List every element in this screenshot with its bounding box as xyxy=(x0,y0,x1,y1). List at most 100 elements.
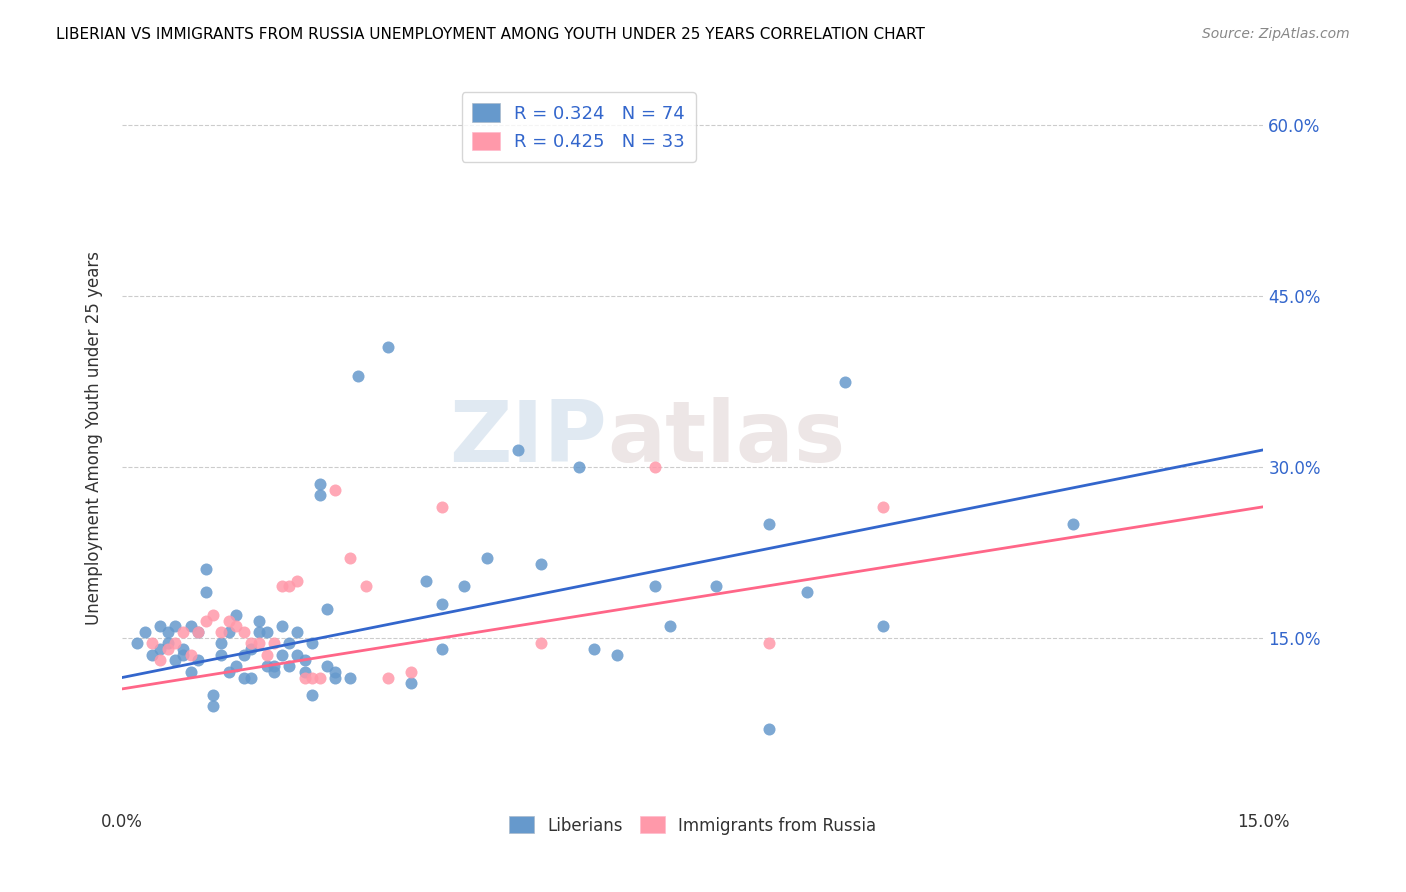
Point xyxy=(453,579,475,593)
Point xyxy=(294,671,316,685)
Point xyxy=(834,375,856,389)
Point xyxy=(758,636,780,650)
Point xyxy=(270,619,292,633)
Point xyxy=(477,551,499,566)
Point xyxy=(165,636,187,650)
Point xyxy=(232,625,254,640)
Point xyxy=(606,648,628,662)
Point xyxy=(430,500,453,514)
Point xyxy=(263,636,285,650)
Point xyxy=(430,642,453,657)
Point xyxy=(165,619,187,633)
Point xyxy=(172,642,194,657)
Point xyxy=(506,442,529,457)
Point xyxy=(323,671,346,685)
Point xyxy=(209,636,232,650)
Point xyxy=(202,688,225,702)
Point xyxy=(202,698,225,713)
Point xyxy=(156,642,179,657)
Text: atlas: atlas xyxy=(607,397,845,480)
Point xyxy=(301,636,323,650)
Point xyxy=(644,459,666,474)
Point xyxy=(796,585,818,599)
Point xyxy=(758,516,780,531)
Point xyxy=(529,557,551,571)
Point xyxy=(294,653,316,667)
Point xyxy=(202,607,225,622)
Point xyxy=(347,368,370,383)
Y-axis label: Unemployment Among Youth under 25 years: Unemployment Among Youth under 25 years xyxy=(86,252,103,625)
Point xyxy=(316,602,339,616)
Point xyxy=(180,665,202,679)
Point xyxy=(240,671,263,685)
Point xyxy=(323,665,346,679)
Point xyxy=(278,636,301,650)
Point xyxy=(301,688,323,702)
Point xyxy=(165,653,187,667)
Point xyxy=(704,579,727,593)
Point xyxy=(399,665,422,679)
Point xyxy=(149,642,172,657)
Point xyxy=(149,653,172,667)
Text: LIBERIAN VS IMMIGRANTS FROM RUSSIA UNEMPLOYMENT AMONG YOUTH UNDER 25 YEARS CORRE: LIBERIAN VS IMMIGRANTS FROM RUSSIA UNEMP… xyxy=(56,27,925,42)
Point xyxy=(225,619,247,633)
Point xyxy=(278,579,301,593)
Point xyxy=(156,636,179,650)
Point xyxy=(430,597,453,611)
Point xyxy=(141,648,163,662)
Point xyxy=(225,659,247,673)
Point xyxy=(172,625,194,640)
Point xyxy=(415,574,437,588)
Point xyxy=(758,722,780,736)
Point xyxy=(270,648,292,662)
Point xyxy=(285,648,308,662)
Point xyxy=(309,488,332,502)
Point xyxy=(354,579,377,593)
Point xyxy=(194,585,217,599)
Point xyxy=(240,642,263,657)
Point xyxy=(285,625,308,640)
Point xyxy=(232,671,254,685)
Point xyxy=(127,636,149,650)
Point xyxy=(180,619,202,633)
Point xyxy=(256,625,278,640)
Point xyxy=(301,671,323,685)
Point xyxy=(134,625,156,640)
Point xyxy=(872,500,894,514)
Point xyxy=(644,579,666,593)
Point xyxy=(187,625,209,640)
Point xyxy=(567,459,589,474)
Point xyxy=(339,671,361,685)
Point xyxy=(240,636,263,650)
Point xyxy=(323,483,346,497)
Point xyxy=(339,551,361,566)
Point xyxy=(180,648,202,662)
Point xyxy=(218,625,240,640)
Point xyxy=(278,659,301,673)
Point xyxy=(156,625,179,640)
Legend: Liberians, Immigrants from Russia: Liberians, Immigrants from Russia xyxy=(499,806,886,845)
Point xyxy=(294,665,316,679)
Point xyxy=(194,614,217,628)
Point xyxy=(187,625,209,640)
Point xyxy=(247,636,270,650)
Point xyxy=(872,619,894,633)
Point xyxy=(263,665,285,679)
Point xyxy=(582,642,605,657)
Point xyxy=(263,659,285,673)
Point xyxy=(658,619,681,633)
Point xyxy=(247,614,270,628)
Point xyxy=(209,625,232,640)
Point xyxy=(247,625,270,640)
Text: Source: ZipAtlas.com: Source: ZipAtlas.com xyxy=(1202,27,1350,41)
Point xyxy=(399,676,422,690)
Point xyxy=(232,648,254,662)
Point xyxy=(256,659,278,673)
Point xyxy=(377,671,399,685)
Point xyxy=(218,614,240,628)
Point xyxy=(218,665,240,679)
Point xyxy=(316,659,339,673)
Point xyxy=(172,648,194,662)
Point xyxy=(1062,516,1084,531)
Point xyxy=(149,619,172,633)
